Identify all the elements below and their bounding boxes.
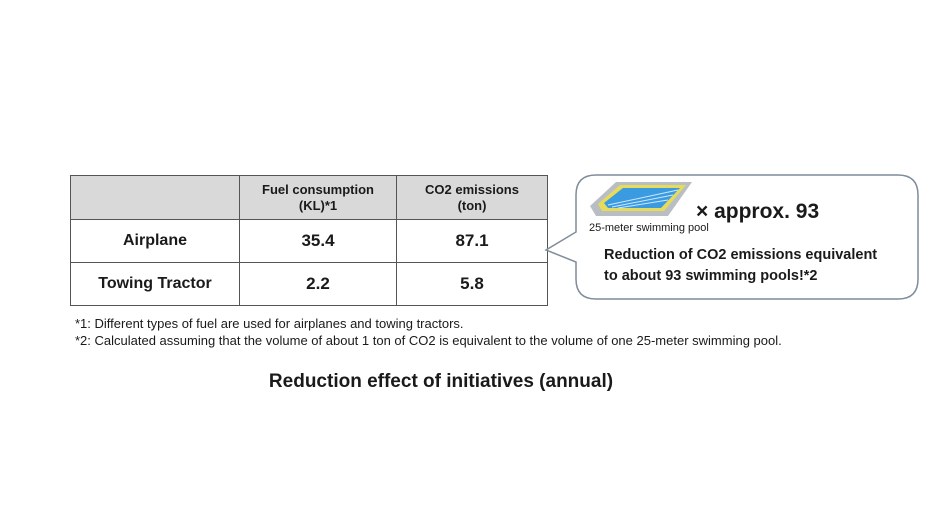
- co2-value: 87.1: [396, 219, 548, 263]
- footnote-1: *1: Different types of fuel are used for…: [75, 316, 464, 331]
- fuel-value: 2.2: [239, 262, 397, 306]
- header-co2-label: CO2 emissions: [425, 181, 519, 197]
- page-title: Reduction effect of initiatives (annual): [268, 371, 614, 392]
- fuel-value: 35.4: [239, 219, 397, 263]
- co2-value: 5.8: [396, 262, 548, 306]
- row-label: Airplane: [70, 219, 240, 263]
- footnote-2: *2: Calculated assuming that the volume …: [75, 333, 782, 348]
- reduction-table: Fuel consumption (KL)*1 CO2 emissions (ton…: [70, 175, 548, 306]
- table-row: Airplane 35.4 87.1: [70, 219, 548, 263]
- callout-line-2: to about 93 swimming pools!*2: [604, 268, 818, 284]
- callout-text: Reduction of CO2 emissions equivalent to…: [604, 245, 877, 287]
- header-fuel-label: Fuel consumption: [262, 181, 374, 197]
- multiplier-text: × approx. 93: [696, 200, 820, 223]
- row-label: Towing Tractor: [70, 262, 240, 306]
- header-co2-unit: (ton): [457, 197, 487, 213]
- header-empty: [70, 175, 240, 220]
- table-row: Towing Tractor 2.2 5.8: [70, 262, 548, 306]
- pool-caption: 25-meter swimming pool: [589, 222, 709, 234]
- header-fuel-unit: (KL)*1: [298, 197, 338, 213]
- footnotes: *1: Different types of fuel are used for…: [75, 315, 782, 349]
- callout-line-1: Reduction of CO2 emissions equivalent: [604, 247, 878, 263]
- swimming-pool-icon: [590, 182, 692, 216]
